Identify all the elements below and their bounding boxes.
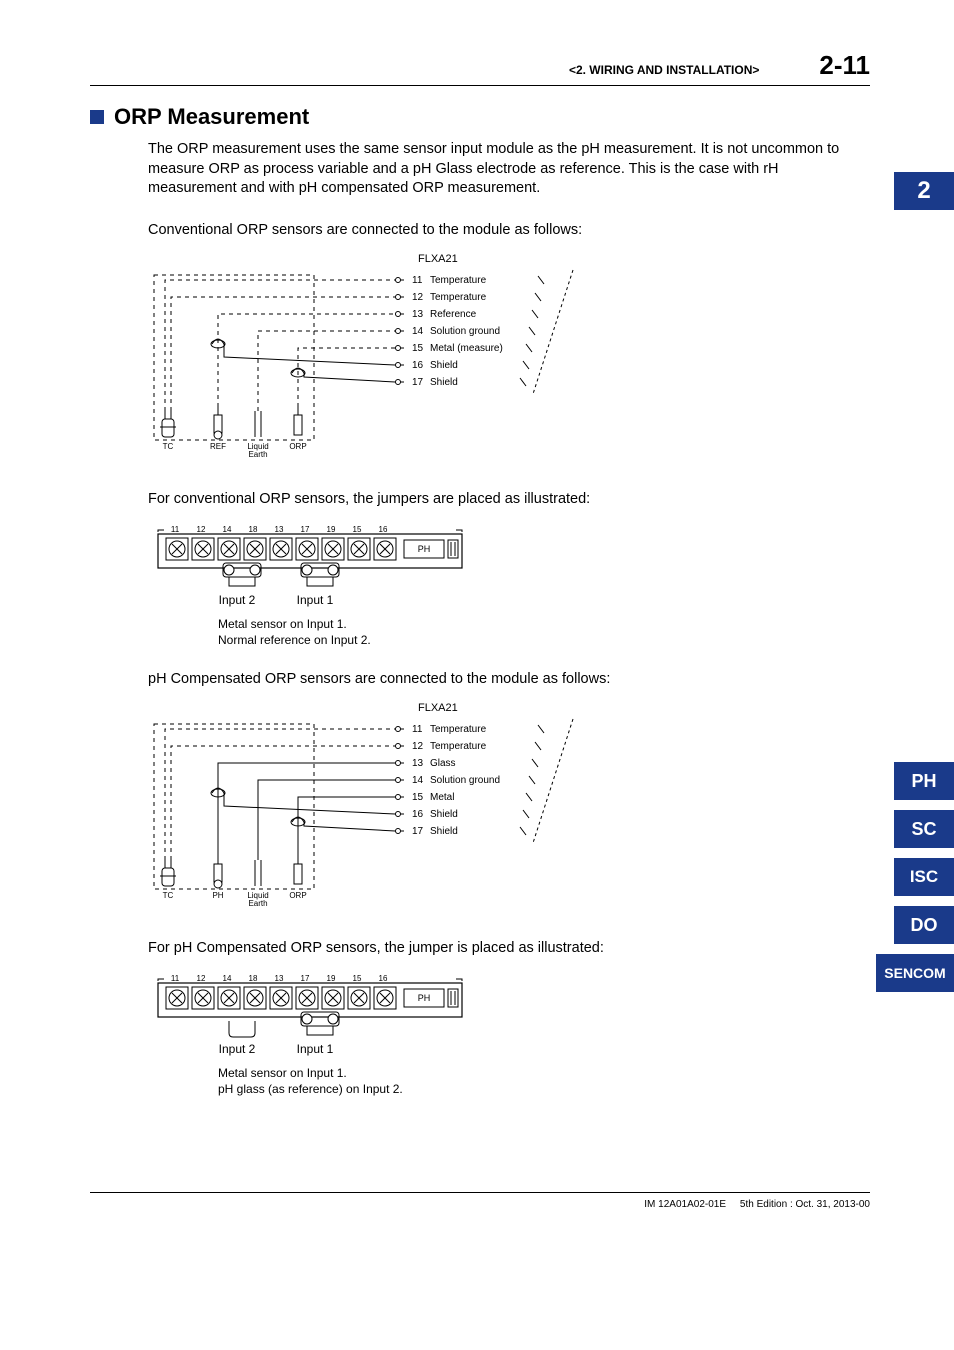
svg-text:16: 16 <box>379 525 388 534</box>
phcomp-jumpers-lead: For pH Compensated ORP sensors, the jump… <box>148 939 870 959</box>
page-header: <2. WIRING AND INSTALLATION> 2-11 <box>90 50 870 86</box>
svg-text:15: 15 <box>412 343 424 354</box>
svg-text:15: 15 <box>353 525 362 534</box>
side-tab-sencom: SENCOM <box>876 954 954 992</box>
svg-text:13: 13 <box>275 525 284 534</box>
bullet-square-icon <box>90 110 104 124</box>
svg-text:Normal reference on Input 2.: Normal reference on Input 2. <box>218 633 371 647</box>
svg-text:13: 13 <box>412 758 424 769</box>
footer-doc-id: IM 12A01A02-01E <box>644 1199 726 1210</box>
svg-text:Input 1: Input 1 <box>297 593 334 607</box>
section-heading: ORP Measurement <box>90 104 870 130</box>
svg-text:14: 14 <box>223 974 232 983</box>
svg-text:12: 12 <box>412 292 424 303</box>
chapter-label: <2. WIRING AND INSTALLATION> <box>569 63 759 77</box>
conv-sensors-lead: Conventional ORP sensors are connected t… <box>148 221 870 241</box>
svg-text:15: 15 <box>353 974 362 983</box>
svg-text:11: 11 <box>171 525 180 534</box>
side-tab-isc: ISC <box>894 858 954 896</box>
side-tab-do: DO <box>894 906 954 944</box>
svg-text:Shield: Shield <box>430 377 458 388</box>
wiring-diagram-phcomp: FLXA21 11 Temperature 12 Temperature 13 Glass 1… <box>148 699 870 919</box>
svg-text:Glass: Glass <box>430 758 456 769</box>
svg-text:Input 2: Input 2 <box>219 1042 256 1056</box>
wiring-diagram-conventional: FLXA21 11 Temperature 12 Temperature 13 Refere… <box>148 250 870 470</box>
svg-text:16: 16 <box>412 809 424 820</box>
svg-text:PH: PH <box>418 993 431 1003</box>
svg-text:Input 2: Input 2 <box>219 593 256 607</box>
svg-text:18: 18 <box>249 974 258 983</box>
svg-text:pH glass (as reference) on Inp: pH glass (as reference) on Input 2. <box>218 1082 403 1096</box>
svg-text:Metal sensor on Input 1.: Metal sensor on Input 1. <box>218 617 347 631</box>
svg-text:11: 11 <box>412 724 423 735</box>
svg-text:Metal (measure): Metal (measure) <box>430 343 503 354</box>
intro-paragraph: The ORP measurement uses the same sensor… <box>148 140 870 199</box>
svg-text:Reference: Reference <box>430 309 477 320</box>
svg-text:11: 11 <box>171 974 180 983</box>
svg-text:Earth: Earth <box>248 450 267 459</box>
svg-text:17: 17 <box>301 525 310 534</box>
svg-text:19: 19 <box>327 974 336 983</box>
side-tab-sc: SC <box>894 810 954 848</box>
svg-text:FLXA21: FLXA21 <box>418 702 458 714</box>
section-title: ORP Measurement <box>114 104 309 130</box>
side-tab-ph: PH <box>894 762 954 800</box>
svg-text:ORP: ORP <box>289 442 306 451</box>
svg-text:TC: TC <box>163 442 174 451</box>
chapter-tab: 2 <box>894 172 954 210</box>
svg-text:17: 17 <box>412 377 424 388</box>
jumper-diagram-conventional: 11 12 14 18 13 17 19 15 16 PH Input 1 Input 2 Metal … <box>148 520 870 650</box>
svg-text:11: 11 <box>412 275 423 286</box>
svg-text:13: 13 <box>412 309 424 320</box>
svg-text:12: 12 <box>197 525 206 534</box>
svg-text:14: 14 <box>412 326 424 337</box>
svg-text:PH: PH <box>212 891 223 900</box>
svg-text:16: 16 <box>379 974 388 983</box>
svg-text:Input 1: Input 1 <box>297 1042 334 1056</box>
page-footer: IM 12A01A02-01E 5th Edition : Oct. 31, 2… <box>90 1192 870 1210</box>
svg-text:Shield: Shield <box>430 360 458 371</box>
svg-text:Temperature: Temperature <box>430 741 487 752</box>
svg-text:14: 14 <box>223 525 232 534</box>
phcomp-sensors-lead: pH Compensated ORP sensors are connected… <box>148 670 870 690</box>
svg-text:REF: REF <box>210 442 226 451</box>
svg-text:19: 19 <box>327 525 336 534</box>
svg-text:17: 17 <box>301 974 310 983</box>
svg-text:TC: TC <box>163 891 174 900</box>
svg-text:12: 12 <box>412 741 424 752</box>
svg-text:15: 15 <box>412 792 424 803</box>
svg-text:Solution ground: Solution ground <box>430 775 500 786</box>
svg-text:18: 18 <box>249 525 258 534</box>
svg-text:ORP: ORP <box>289 891 306 900</box>
svg-text:Shield: Shield <box>430 809 458 820</box>
svg-text:12: 12 <box>197 974 206 983</box>
svg-text:Metal: Metal <box>430 792 454 803</box>
svg-text:13: 13 <box>275 974 284 983</box>
svg-text:Shield: Shield <box>430 826 458 837</box>
svg-text:Earth: Earth <box>248 899 267 908</box>
svg-text:Metal sensor on Input 1.: Metal sensor on Input 1. <box>218 1066 347 1080</box>
svg-text:16: 16 <box>412 360 424 371</box>
svg-text:Temperature: Temperature <box>430 724 487 735</box>
svg-text:Temperature: Temperature <box>430 275 487 286</box>
svg-text:17: 17 <box>412 826 424 837</box>
svg-text:PH: PH <box>418 544 431 554</box>
page-number: 2-11 <box>819 50 870 81</box>
svg-text:Solution ground: Solution ground <box>430 326 500 337</box>
footer-edition: 5th Edition : Oct. 31, 2013-00 <box>740 1199 870 1210</box>
conv-jumpers-lead: For conventional ORP sensors, the jumper… <box>148 490 870 510</box>
jumper-diagram-phcomp: 11 12 14 18 13 17 19 15 16 PH Input 1 Input 2 Metal … <box>148 969 870 1099</box>
svg-text:Temperature: Temperature <box>430 292 487 303</box>
svg-text:FLXA21: FLXA21 <box>418 253 458 265</box>
svg-text:14: 14 <box>412 775 424 786</box>
